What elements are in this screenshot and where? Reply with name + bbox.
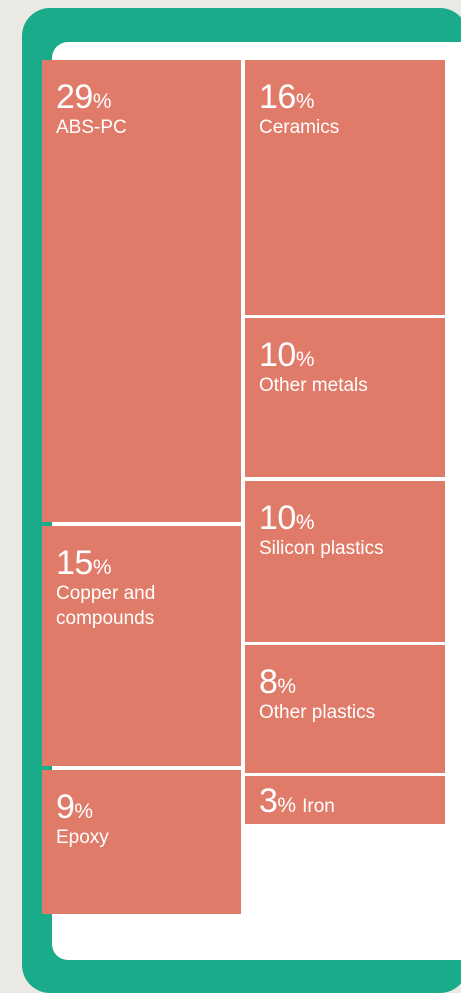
tile-label: ABS-PC	[56, 117, 127, 138]
tile-value-number: 10	[259, 336, 296, 374]
tile-value-number: 29	[56, 78, 93, 116]
tile-label: Ceramics	[259, 117, 340, 138]
tile-value-unit: %	[295, 348, 315, 371]
tile-value: 9%	[56, 790, 241, 824]
tile-value: 15%	[56, 546, 241, 580]
tile-value-unit: %	[92, 90, 112, 113]
tile-value-number: 9	[56, 788, 75, 826]
tile-value-number: 10	[259, 499, 296, 537]
tile-value-unit: %	[277, 794, 297, 817]
tile-value-unit: %	[277, 675, 297, 698]
tile-value-number: 15	[56, 544, 93, 582]
tile-label: Other metals	[259, 375, 368, 396]
tile-value: 8%	[259, 665, 445, 699]
treemap-tile-ceramics: 16% Ceramics	[245, 60, 445, 315]
tile-label: Copper and compounds	[56, 583, 156, 629]
tile-label: Other plastics	[259, 702, 376, 723]
treemap-tile-abs-pc: 29% ABS-PC	[42, 60, 241, 522]
tile-label: Epoxy	[56, 827, 109, 848]
tile-value: 29%	[56, 80, 241, 114]
treemap-tile-iron: 3% Iron	[245, 776, 445, 824]
tile-value-number: 3	[259, 782, 278, 820]
tile-value-unit: %	[295, 511, 315, 534]
treemap-tile-silicon-plastics: 10% Silicon plastics	[245, 481, 445, 642]
tile-label: Silicon plastics	[259, 538, 384, 559]
tile-value-unit: %	[92, 556, 112, 579]
tile-value: 10%	[259, 501, 445, 535]
tile-label: Iron	[302, 796, 335, 817]
tile-value: 3%	[259, 784, 296, 818]
treemap-tile-copper-and-compounds: 15% Copper and compounds	[42, 526, 241, 766]
tile-value: 10%	[259, 338, 445, 372]
treemap-tile-other-plastics: 8% Other plastics	[245, 645, 445, 773]
tile-value-unit: %	[74, 800, 94, 823]
tile-value-unit: %	[295, 90, 315, 113]
tile-value-number: 8	[259, 663, 278, 701]
tile-value: 16%	[259, 80, 445, 114]
treemap-tile-other-metals: 10% Other metals	[245, 318, 445, 477]
treemap-tile-epoxy: 9% Epoxy	[42, 770, 241, 914]
tile-value-number: 16	[259, 78, 296, 116]
